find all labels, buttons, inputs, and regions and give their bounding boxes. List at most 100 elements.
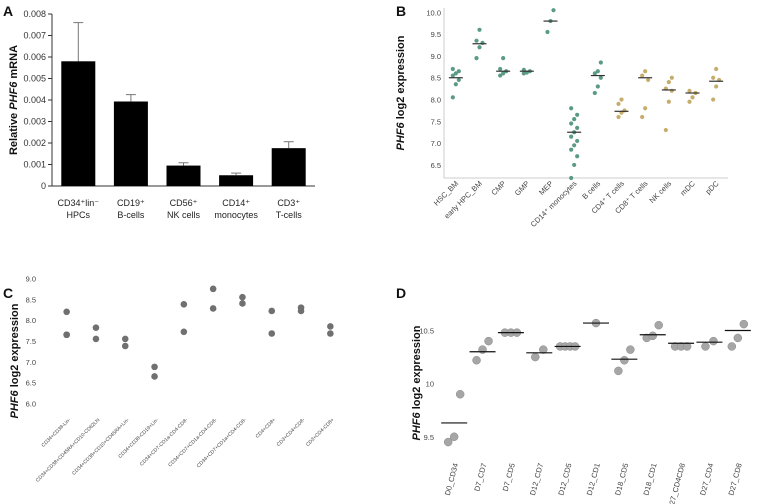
x-category-label: B cells — [580, 179, 602, 201]
data-point — [687, 88, 692, 93]
x-category-label: D7_CD7 — [472, 462, 488, 492]
data-point — [63, 308, 70, 316]
panel-letter: A — [3, 3, 13, 19]
x-category-label: D27_CD4CD8 — [666, 462, 687, 504]
data-point — [297, 304, 305, 311]
data-point — [669, 75, 674, 80]
data-point — [327, 323, 334, 330]
data-point — [453, 82, 458, 87]
data-point — [456, 69, 461, 74]
y-tick-label: 0.008 — [23, 9, 46, 19]
data-point — [687, 99, 692, 104]
data-point — [643, 69, 648, 74]
data-point — [646, 77, 651, 83]
data-point — [626, 345, 635, 354]
data-point — [239, 293, 246, 301]
data-point — [501, 71, 506, 76]
data-point — [640, 73, 645, 78]
data-point — [575, 138, 580, 144]
x-category-label: D27_CD8 — [727, 462, 744, 496]
x-category-label: CD34⁺lin⁻ — [58, 198, 100, 208]
data-point — [484, 336, 493, 346]
data-point — [739, 319, 749, 329]
data-point — [268, 307, 276, 315]
data-point — [666, 80, 671, 85]
data-point — [239, 300, 246, 307]
data-point — [545, 29, 550, 35]
data-point — [477, 27, 482, 32]
y-tick-label: 9.0 — [431, 52, 441, 61]
y-tick-label: 6.0 — [26, 400, 36, 409]
data-point — [598, 60, 603, 65]
y-tick-label: 10.5 — [419, 327, 434, 336]
y-tick-label: 0 — [41, 181, 46, 191]
x-category-label: D7_CD5 — [501, 462, 517, 492]
y-tick-label: 9.5 — [431, 30, 441, 39]
panel-letter: B — [396, 3, 406, 19]
x-category-label: D18_CD5 — [613, 462, 630, 496]
data-point — [478, 345, 487, 354]
x-category-label: CD34+CD7+CD1a-CD4-CD8- — [167, 417, 218, 468]
data-point — [569, 106, 574, 111]
data-point — [121, 342, 129, 350]
data-point — [569, 175, 574, 181]
data-point — [569, 121, 574, 126]
y-tick-label: 6.5 — [431, 161, 441, 170]
x-category-label: monocytes — [214, 210, 258, 220]
data-point — [151, 373, 158, 380]
data-point — [209, 305, 217, 312]
data-point — [569, 147, 574, 152]
data-point — [690, 95, 695, 100]
data-point — [569, 134, 574, 139]
x-category-label: D12_CD7 — [528, 462, 545, 496]
data-point — [456, 77, 461, 83]
data-point — [455, 390, 465, 399]
data-point — [443, 437, 453, 447]
data-point — [595, 69, 600, 74]
y-tick-label: 9.5 — [424, 433, 434, 442]
y-axis-title: PHF6 log2 expression — [411, 325, 423, 440]
data-point — [709, 336, 718, 346]
x-category-label: D12_CD1 — [585, 462, 602, 496]
x-category-label: D27_CD4 — [698, 462, 715, 496]
y-tick-label: 8.0 — [26, 316, 36, 325]
panel-letter: D — [396, 285, 406, 301]
x-category-label: mDC — [678, 179, 697, 198]
data-point — [539, 345, 548, 354]
y-tick-label: 9.0 — [26, 274, 36, 283]
x-category-label: D0_CD34 — [443, 462, 460, 496]
y-axis-title: PHF6 log2 expression — [9, 303, 21, 418]
data-point — [453, 71, 458, 76]
y-tick-label: 0.004 — [23, 95, 46, 105]
data-point — [616, 114, 621, 120]
data-point — [714, 84, 719, 89]
data-point — [501, 56, 506, 61]
x-category-label: D18_CD1 — [641, 462, 658, 496]
data-point — [575, 154, 580, 159]
bar — [61, 61, 96, 186]
data-point — [572, 162, 577, 168]
data-point — [474, 38, 479, 43]
data-point — [592, 71, 597, 76]
y-tick-label: 6.5 — [26, 379, 36, 388]
data-point — [531, 352, 540, 362]
bar — [113, 101, 148, 186]
y-tick-label: 7.5 — [26, 337, 36, 346]
data-point — [92, 324, 100, 331]
x-category-label: CD4+CD8+ — [255, 417, 278, 440]
bar — [271, 148, 306, 186]
data-point — [498, 73, 503, 78]
y-tick-label: 8.0 — [431, 96, 441, 105]
data-point — [711, 97, 716, 102]
x-category-label: GMP — [513, 179, 531, 197]
data-point — [714, 66, 719, 72]
data-point — [640, 114, 645, 120]
data-point — [180, 328, 188, 336]
data-point — [209, 285, 217, 293]
data-point — [449, 432, 459, 441]
data-point — [327, 330, 334, 337]
data-point — [63, 331, 70, 339]
data-point — [551, 8, 556, 13]
data-point — [620, 356, 629, 365]
